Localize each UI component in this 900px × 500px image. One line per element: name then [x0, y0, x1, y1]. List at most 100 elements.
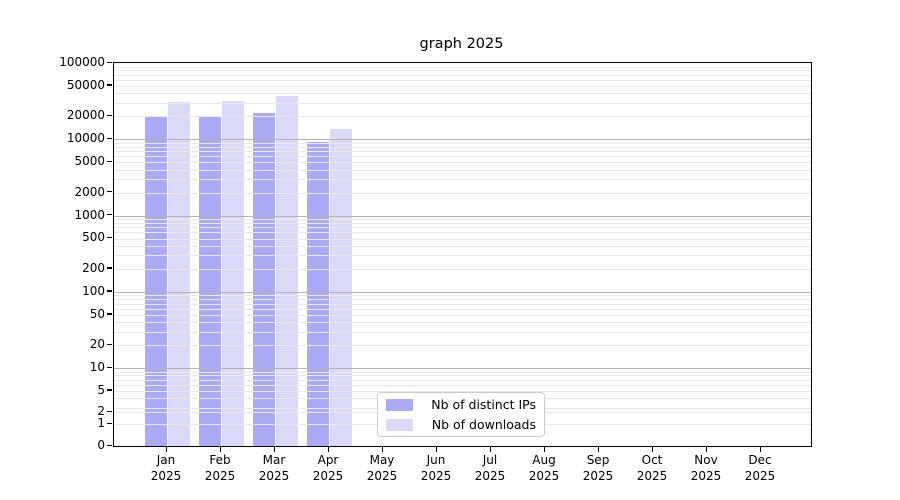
- y-tick-label-10000: 10000: [66, 131, 105, 146]
- gridline-8: [114, 375, 811, 377]
- y-tick-mark: [107, 114, 112, 117]
- gridline-80: [114, 299, 811, 301]
- y-tick-mark: [107, 137, 112, 140]
- gridline-10000: [114, 139, 811, 141]
- y-tick-mark: [107, 191, 112, 193]
- x-tick-label-sep: Sep 2025: [582, 453, 614, 483]
- bar-apr-downloads: [329, 129, 352, 446]
- y-tick-label-20: 20: [89, 337, 105, 352]
- x-tick-label-jun: Jun 2025: [420, 453, 452, 483]
- x-tick-mark: [273, 446, 275, 452]
- y-tick-label-5: 5: [97, 382, 105, 397]
- legend-label-downloads: Nb of downloads: [431, 417, 536, 432]
- x-tick-mark: [165, 446, 167, 452]
- y-tick-mark: [107, 290, 112, 292]
- gridline-30: [114, 331, 811, 333]
- x-tick-label-jan: Jan 2025: [150, 453, 182, 483]
- gridline-40: [114, 322, 811, 324]
- legend-swatch-downloads: [386, 418, 413, 431]
- x-tick-label-nov: Nov 2025: [690, 453, 722, 483]
- gridline-20000: [114, 116, 811, 118]
- gridline-5: [114, 391, 811, 392]
- gridline-2000: [114, 192, 811, 194]
- x-tick-label-jul: Jul 2025: [474, 453, 506, 483]
- y-tick-label-2000: 2000: [74, 184, 105, 199]
- y-tick-label-10: 10: [89, 360, 105, 374]
- plot-area: Nb of distinct IPs Nb of downloads: [113, 62, 812, 447]
- y-tick-mark: [107, 160, 112, 163]
- y-tick-mark: [107, 214, 112, 216]
- gridline-9: [114, 371, 811, 373]
- gridline-80000: [114, 70, 811, 72]
- y-tick-label-0: 0: [97, 438, 105, 452]
- y-tick-label-2: 2: [97, 404, 105, 418]
- x-tick-label-oct: Oct 2025: [636, 453, 668, 483]
- bar-apr-distinct-ips: [306, 142, 329, 446]
- gridline-50000: [114, 86, 811, 87]
- x-tick-mark: [381, 446, 383, 452]
- x-tick-label-dec: Dec 2025: [744, 453, 776, 483]
- x-tick-mark: [597, 446, 599, 452]
- y-tick-label-100000: 100000: [59, 55, 105, 69]
- chart-title: graph 2025: [419, 36, 504, 52]
- x-tick-mark: [705, 446, 707, 452]
- gridline-30000: [114, 102, 811, 104]
- bar-mar-distinct-ips: [252, 112, 275, 446]
- y-tick-label-1000: 1000: [74, 207, 105, 222]
- gridline-100: [114, 291, 811, 293]
- y-tick-mark: [107, 389, 112, 391]
- y-tick-mark: [107, 267, 112, 269]
- x-tick-mark: [327, 446, 329, 452]
- y-tick-mark: [107, 313, 112, 315]
- x-tick-mark: [543, 446, 545, 452]
- gridline-6000: [114, 156, 811, 158]
- y-tick-mark: [107, 410, 112, 412]
- bar-feb-distinct-ips: [198, 117, 221, 446]
- y-tick-mark: [107, 84, 112, 86]
- gridline-8000: [114, 146, 811, 148]
- gridline-500: [114, 238, 811, 240]
- gridline-5000: [114, 162, 811, 164]
- gridline-20: [114, 345, 811, 346]
- legend-entry-downloads: Nb of downloads: [386, 417, 536, 432]
- y-tick-mark: [107, 343, 112, 345]
- gridline-9000: [114, 142, 811, 144]
- legend: Nb of distinct IPs Nb of downloads: [377, 392, 545, 437]
- legend-label-distinct-ips: Nb of distinct IPs: [431, 397, 536, 412]
- x-tick-label-apr: Apr 2025: [312, 453, 344, 483]
- y-tick-mark: [107, 444, 112, 446]
- bar-jan-downloads: [167, 102, 190, 446]
- y-tick-mark: [107, 422, 112, 424]
- y-tick-label-200: 200: [82, 260, 105, 275]
- gridline-40000: [114, 93, 811, 95]
- gridline-7000: [114, 151, 811, 153]
- y-tick-mark: [107, 236, 112, 239]
- bar-feb-downloads: [221, 101, 244, 446]
- gridline-70000: [114, 74, 811, 76]
- y-tick-label-500: 500: [82, 230, 105, 245]
- gridline-60000: [114, 79, 811, 81]
- y-tick-mark: [107, 366, 112, 368]
- gridline-300: [114, 255, 811, 257]
- bar-jan-distinct-ips: [144, 117, 167, 446]
- legend-entry-distinct-ips: Nb of distinct IPs: [386, 397, 536, 412]
- gridline-70: [114, 303, 811, 305]
- gridline-800: [114, 222, 811, 224]
- x-tick-label-aug: Aug 2025: [528, 453, 560, 483]
- legend-swatch-distinct-ips: [386, 398, 413, 411]
- x-tick-label-mar: Mar 2025: [258, 453, 290, 483]
- y-tick-label-50: 50: [89, 306, 105, 321]
- x-tick-mark: [651, 446, 653, 452]
- gridline-10: [114, 368, 811, 369]
- gridline-600: [114, 232, 811, 234]
- x-tick-mark: [219, 446, 221, 452]
- x-tick-mark: [489, 446, 491, 452]
- gridline-60: [114, 308, 811, 310]
- x-tick-mark: [759, 446, 761, 452]
- gridline-1000: [114, 215, 811, 217]
- x-tick-label-feb: Feb 2025: [204, 453, 236, 483]
- x-tick-label-may: May 2025: [366, 453, 398, 483]
- gridline-3000: [114, 179, 811, 181]
- y-tick-label-20000: 20000: [66, 108, 105, 123]
